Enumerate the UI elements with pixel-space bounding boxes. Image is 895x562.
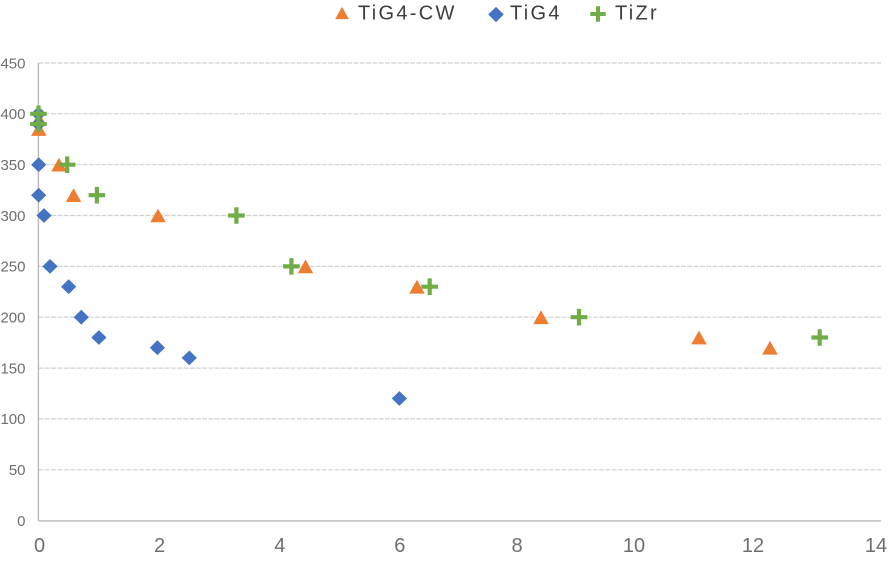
svg-text:6: 6 xyxy=(394,535,405,557)
svg-text:50: 50 xyxy=(9,462,26,479)
svg-text:TiG4: TiG4 xyxy=(510,3,562,25)
svg-text:8: 8 xyxy=(511,535,522,557)
svg-text:14: 14 xyxy=(865,535,887,557)
svg-text:0: 0 xyxy=(17,513,25,530)
svg-text:150: 150 xyxy=(0,360,25,377)
svg-text:TiZr: TiZr xyxy=(615,3,659,25)
svg-text:TiG4-CW: TiG4-CW xyxy=(358,3,457,25)
svg-text:200: 200 xyxy=(0,310,25,327)
svg-text:2: 2 xyxy=(154,535,165,557)
svg-text:4: 4 xyxy=(274,535,285,557)
svg-text:250: 250 xyxy=(0,259,25,276)
svg-text:0: 0 xyxy=(34,535,45,557)
svg-text:350: 350 xyxy=(0,157,25,174)
svg-text:12: 12 xyxy=(742,535,764,557)
svg-text:10: 10 xyxy=(623,535,645,557)
svg-text:100: 100 xyxy=(0,411,25,428)
svg-text:400: 400 xyxy=(0,106,25,123)
svg-text:450: 450 xyxy=(0,55,25,72)
svg-text:300: 300 xyxy=(0,208,25,225)
